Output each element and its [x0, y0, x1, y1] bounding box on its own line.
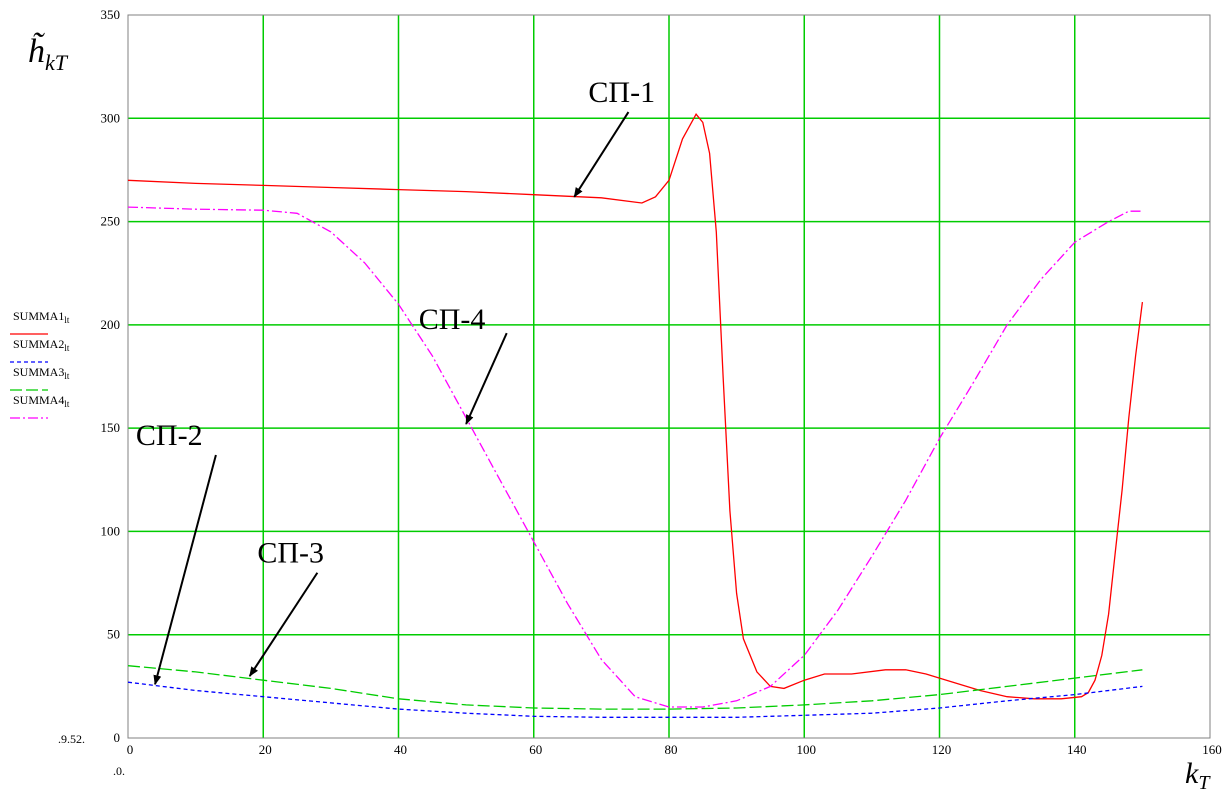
tick-labels: 0 20 40 60 80 100 120 140 160 0 50 100 150 200 250 300 3… — [58, 7, 1222, 778]
legend-label-summa2: SUMMA2lt — [13, 337, 70, 353]
y-tick-label: 50 — [107, 627, 120, 642]
grid — [127, 14, 1211, 739]
annotation-label-4: СП-4 — [419, 303, 486, 336]
annotation-label-3: СП-3 — [257, 537, 324, 570]
y-tick-label: 250 — [101, 214, 121, 229]
x-tick-label: 40 — [394, 742, 407, 757]
series-line-summa2 — [127, 681, 1143, 718]
x-tick-label: 100 — [797, 742, 817, 757]
series-line-summa3 — [127, 665, 1143, 710]
annotation-arrow-2 — [153, 454, 217, 686]
legend-label-subscript: lt — [64, 343, 70, 353]
series-lines — [127, 113, 1144, 718]
y-tick-label: 0 — [114, 730, 121, 745]
y-tick-label: 300 — [101, 110, 121, 125]
legend-label-summa4: SUMMA4lt — [13, 393, 70, 409]
annotation-arrow-1 — [573, 111, 630, 198]
x-axis-label-subscript: T — [1198, 772, 1211, 794]
legend-label-subscript: lt — [64, 399, 70, 409]
legend-label-summa1: SUMMA1lt — [13, 309, 70, 325]
plot-frame — [127, 14, 1211, 739]
x-tick-label: 120 — [932, 742, 952, 757]
y-tick-label: 100 — [101, 523, 121, 538]
y-min-label: .9.52. — [58, 732, 85, 746]
y-axis-label-subscript: kT — [45, 50, 69, 75]
y-tick-label: 200 — [101, 317, 121, 332]
annotations: СП-1 СП-2 СП-3 СП-4 — [136, 76, 655, 686]
x-tick-label: 0 — [127, 742, 134, 757]
legend: SUMMA1lt SUMMA2lt SUMMA3lt SUMMA4lt — [10, 309, 70, 419]
x-tick-label: 80 — [665, 742, 678, 757]
legend-label-subscript: lt — [64, 315, 70, 325]
x-axis-label: kT — [1185, 757, 1211, 794]
x-min-label: .0. — [113, 764, 125, 778]
x-tick-label: 20 — [259, 742, 272, 757]
x-tick-label: 160 — [1202, 742, 1222, 757]
x-tick-label: 140 — [1067, 742, 1087, 757]
y-axis-label: h̃kT — [28, 31, 69, 75]
y-tick-label: 350 — [101, 7, 121, 22]
legend-label-summa3: SUMMA3lt — [13, 365, 70, 381]
x-tick-label: 60 — [529, 742, 542, 757]
annotation-arrow-4 — [465, 332, 508, 425]
annotation-label-1: СП-1 — [588, 76, 655, 109]
series-line-summa1 — [127, 113, 1144, 700]
series-line-summa4 — [127, 206, 1143, 708]
legend-label-subscript: lt — [64, 371, 70, 381]
annotation-label-2: СП-2 — [136, 419, 203, 452]
annotation-arrow-3 — [248, 572, 319, 677]
y-tick-label: 150 — [101, 420, 121, 435]
